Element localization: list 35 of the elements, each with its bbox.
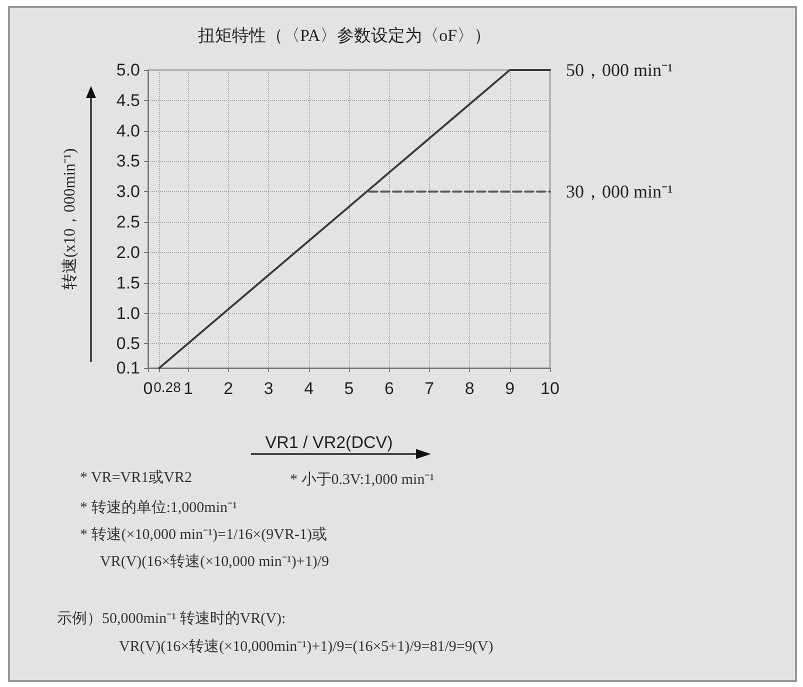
x-tick-label: 2	[224, 379, 234, 398]
text: 示例）50,000min⁻¹ 转速时的VR(V):	[57, 610, 286, 628]
chart-title: 扭矩特性（〈PA〉参数设定为〈oF〉）	[198, 26, 492, 45]
text: VR(V)(16×转速(×10,000 min⁻¹)+1)/9	[100, 552, 330, 571]
y-tick-label: 3.5	[116, 152, 140, 171]
x-tick-label: 6	[384, 379, 394, 398]
annotation: 30，000 min⁻¹	[566, 182, 673, 202]
x-tick-label: 1	[183, 379, 193, 398]
x-tick-label: 10	[540, 379, 560, 398]
y-tick-label: 4.5	[116, 90, 140, 110]
text: * 转速的单位:1,000min⁻¹	[80, 498, 237, 517]
y-tick-label: 0.5	[116, 334, 140, 354]
y-tick-label: 4.0	[116, 121, 140, 140]
x-tick-label: 8	[464, 379, 474, 398]
y-axis-title: 转速(x10，000min⁻¹)	[60, 148, 78, 290]
x-tick-label: 9	[505, 379, 515, 398]
annotation: 50，000 min⁻¹	[566, 60, 673, 80]
y-tick-label: 2.0	[116, 242, 140, 262]
x-tick-label: 0	[143, 379, 153, 398]
y-tick-label: 3.0	[116, 182, 140, 202]
x-tick-label: 7	[424, 379, 434, 398]
x-tick-label: 5	[344, 379, 354, 398]
y-tick-label: 0.1	[116, 358, 140, 378]
x-tick-label: 0.28	[154, 379, 182, 395]
x-axis-title: VR1 / VR2(DCV)	[265, 433, 393, 452]
y-tick-label: 5.0	[116, 60, 140, 80]
x-tick-label: 4	[304, 379, 314, 398]
text: * VR=VR1或VR2	[80, 468, 192, 487]
y-tick-label: 1.0	[116, 304, 140, 323]
text: * 小于0.3V:1,000 min⁻¹	[290, 470, 434, 489]
y-tick-label: 1.5	[116, 273, 140, 292]
text: * 转速(×10,000 min⁻¹)=1/16×(9VR-1)或	[80, 526, 327, 544]
x-tick-label: 3	[264, 379, 274, 398]
y-tick-label: 2.5	[116, 212, 140, 232]
text: VR(V)(16×转速(×10,000min⁻¹)+1)/9=(16×5+1)/9=81/9=9(V)	[119, 638, 494, 656]
